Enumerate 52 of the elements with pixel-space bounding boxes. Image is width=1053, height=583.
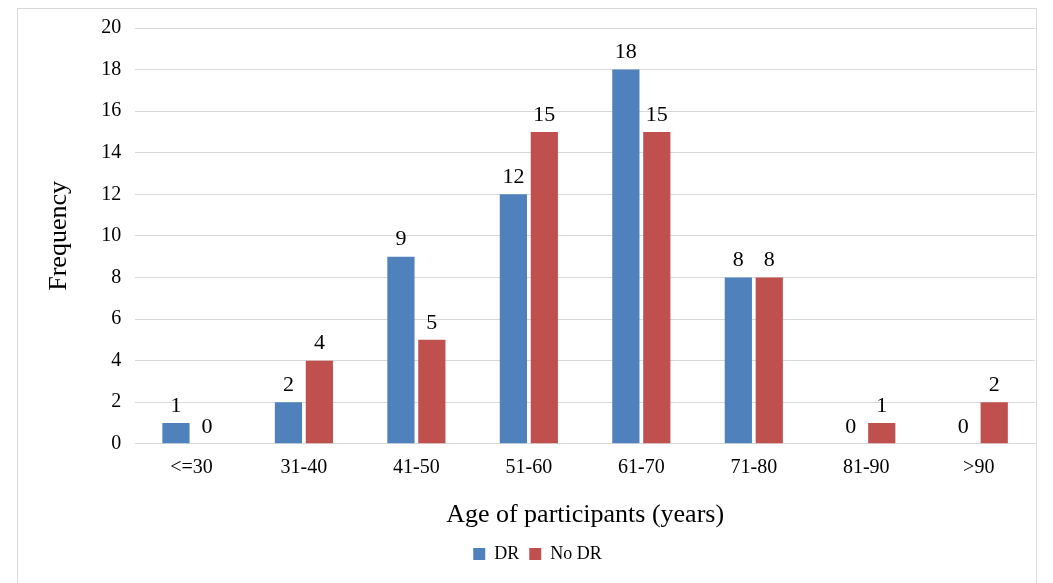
bar bbox=[612, 69, 640, 444]
bar bbox=[755, 277, 783, 444]
bar bbox=[274, 402, 303, 444]
x-tick-label: 41-50 bbox=[393, 455, 440, 478]
y-tick-label: 18 bbox=[101, 56, 122, 79]
data-label: 1 bbox=[876, 391, 888, 417]
data-label: 0 bbox=[845, 412, 857, 438]
data-label: 9 bbox=[395, 225, 407, 251]
bar bbox=[499, 194, 528, 444]
legend-label: No DR bbox=[550, 542, 602, 563]
bar bbox=[418, 339, 446, 444]
data-label: 18 bbox=[614, 38, 637, 64]
x-tick-label: 71-80 bbox=[730, 455, 778, 478]
y-tick-label: 16 bbox=[101, 98, 122, 121]
data-label: 15 bbox=[533, 100, 556, 126]
y-tick-label: 10 bbox=[101, 223, 122, 246]
y-tick-label: 2 bbox=[111, 389, 122, 412]
data-label: 0 bbox=[201, 412, 213, 438]
y-tick-label: 4 bbox=[111, 347, 122, 370]
bar bbox=[868, 423, 896, 444]
y-tick-label: 6 bbox=[111, 306, 122, 329]
bar bbox=[387, 256, 415, 444]
legend-label: DR bbox=[494, 542, 520, 563]
y-tick-label: 12 bbox=[101, 181, 122, 204]
bar bbox=[724, 277, 752, 444]
bar bbox=[530, 131, 558, 444]
data-label: 2 bbox=[282, 371, 294, 396]
data-label: 8 bbox=[732, 246, 744, 272]
x-tick-label: 81-90 bbox=[842, 455, 890, 478]
data-label: 8 bbox=[763, 246, 775, 272]
bar bbox=[643, 131, 671, 444]
x-tick-label: >90 bbox=[963, 455, 995, 478]
data-label: 2 bbox=[988, 371, 1000, 396]
bar bbox=[980, 402, 1008, 444]
y-tick-label: 0 bbox=[111, 431, 122, 454]
bar bbox=[305, 360, 333, 444]
x-tick-label: 51-60 bbox=[505, 455, 553, 478]
data-label: 5 bbox=[426, 308, 438, 334]
y-tick-label: 20 bbox=[101, 15, 122, 38]
y-tick-label: 8 bbox=[111, 264, 122, 287]
y-tick-label: 14 bbox=[101, 139, 122, 162]
data-label: 15 bbox=[645, 100, 668, 126]
data-label: 0 bbox=[957, 412, 969, 438]
y-axis-title: Frequency bbox=[43, 181, 73, 291]
x-tick-label: <=30 bbox=[170, 455, 213, 478]
x-tick-label: 61-70 bbox=[618, 455, 665, 478]
x-axis-title: Age of participants (years) bbox=[446, 499, 725, 529]
data-label: 12 bbox=[502, 163, 525, 189]
data-label: 1 bbox=[170, 391, 182, 417]
x-tick-label: 31-40 bbox=[280, 455, 328, 478]
bar bbox=[162, 423, 190, 444]
data-label: 4 bbox=[313, 329, 325, 355]
